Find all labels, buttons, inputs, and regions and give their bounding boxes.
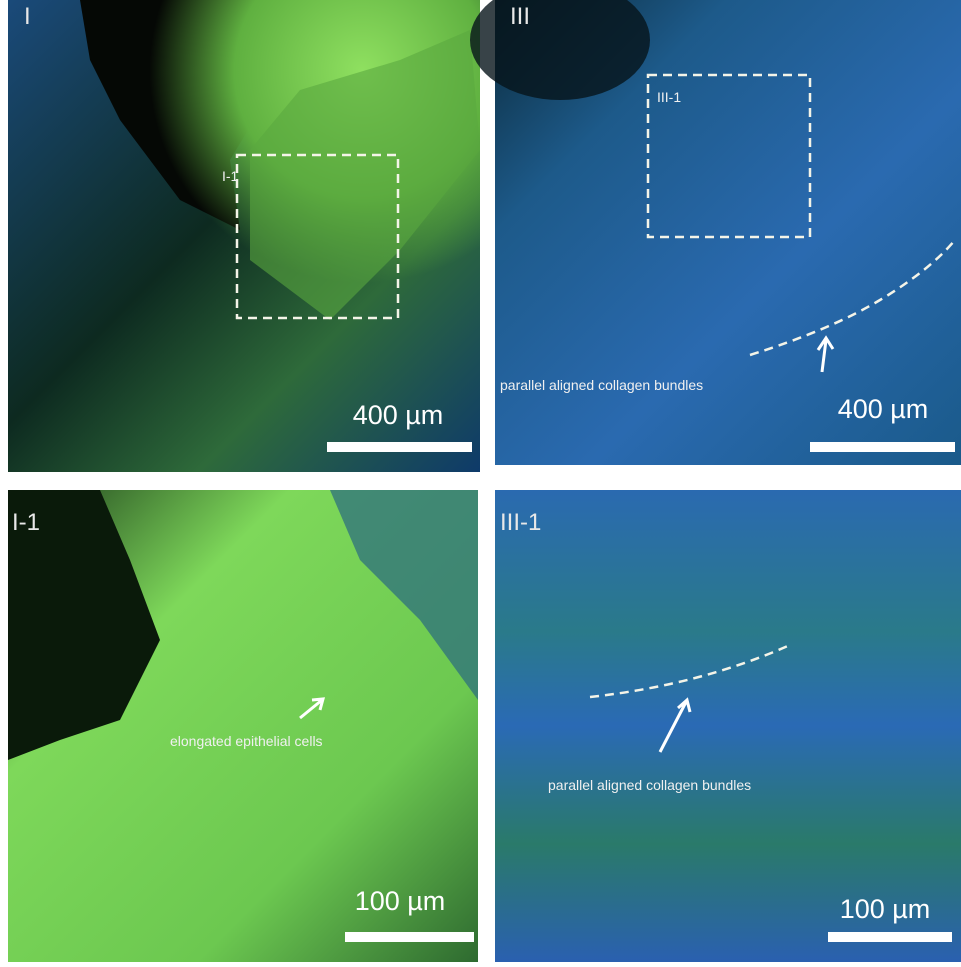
panel-label: III-1 (500, 509, 541, 536)
annotation: parallel aligned collagen bundles (548, 777, 751, 793)
panel-iii-1: III-1 parallel aligned collagen bundles … (495, 490, 961, 962)
scale-label: 100 µm (355, 886, 446, 916)
panel-i-1: I-1 elongated epithelial cells 100 µm (8, 490, 478, 962)
scale-label: 100 µm (840, 894, 931, 924)
panel-label: I (24, 3, 31, 30)
scale-bar (345, 932, 474, 942)
panel-label: I-1 (12, 509, 40, 536)
annotation: parallel aligned collagen bundles (500, 377, 703, 393)
scale-bar (810, 442, 955, 452)
scale-label: 400 µm (838, 394, 929, 424)
scale-label: 400 µm (353, 400, 444, 430)
image (495, 490, 961, 962)
inset-label: III-1 (657, 89, 681, 105)
panel-i: I I-1 400 µm (8, 0, 480, 472)
scale-bar (828, 932, 952, 942)
inset-label: I-1 (222, 168, 239, 184)
panel-label: III (510, 3, 530, 30)
panel-iii: III III-1 parallel aligned collagen bund… (470, 0, 961, 465)
figure: I I-1 400 µm III III-1 parallel aligned … (0, 0, 961, 967)
annotation: elongated epithelial cells (170, 733, 323, 749)
scale-bar (327, 442, 472, 452)
